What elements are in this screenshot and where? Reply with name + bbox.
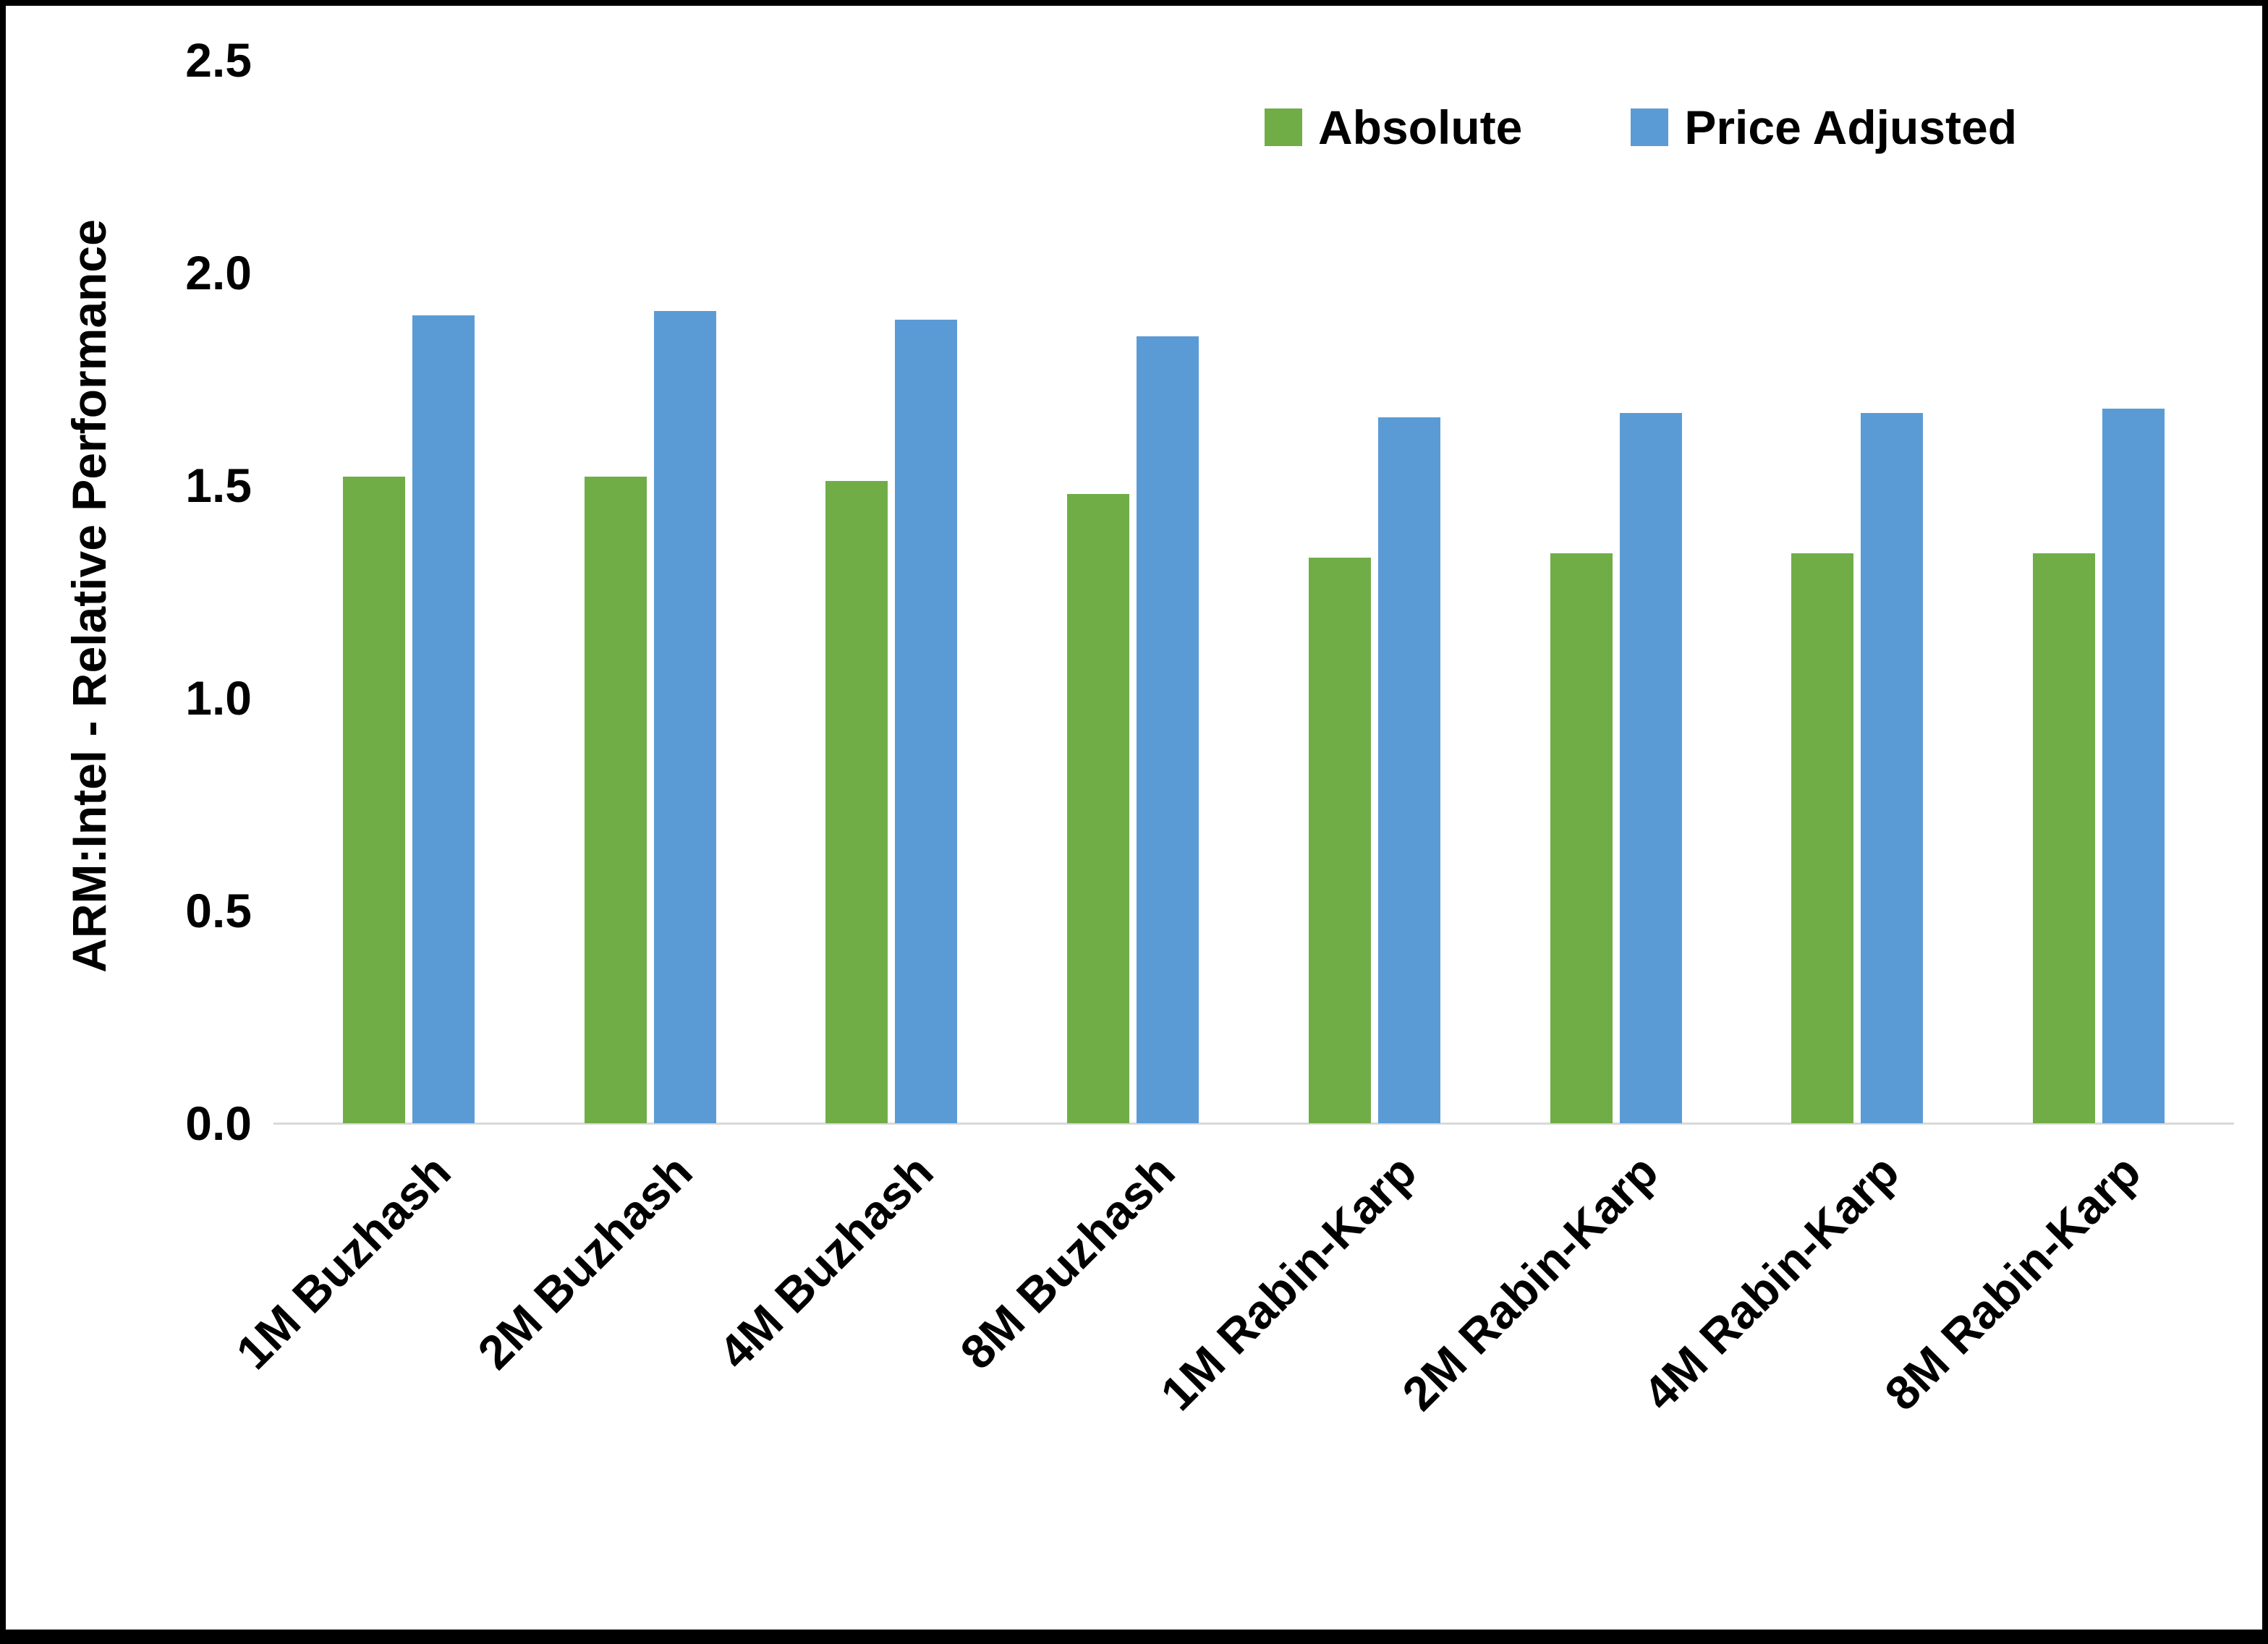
legend-item-price-adjusted: Price Adjusted	[1631, 100, 2017, 155]
x-tick-label-1m-buzhash: 1M Buzhash	[225, 1144, 461, 1379]
bar-price-adjusted-1m-rabin-karp	[1377, 417, 1440, 1123]
x-tick-label-1m-rabin-karp: 1M Rabin-Karp	[1150, 1144, 1427, 1421]
legend-swatch-absolute	[1265, 108, 1302, 146]
bar-absolute-4m-buzhash	[825, 481, 888, 1123]
bar-absolute-8m-buzhash	[1067, 493, 1130, 1123]
bar-absolute-2m-rabin-karp	[1550, 553, 1613, 1123]
legend-label-price-adjusted: Price Adjusted	[1684, 101, 2018, 154]
y-tick-label: 1.5	[185, 459, 252, 512]
y-tick-label: 0.5	[185, 884, 252, 937]
y-tick-label: 0.0	[185, 1096, 252, 1150]
bar-price-adjusted-8m-buzhash	[1137, 336, 1199, 1123]
x-tick-label-2m-rabin-karp: 2M Rabin-Karp	[1391, 1144, 1668, 1421]
bar-price-adjusted-4m-buzhash	[895, 319, 958, 1123]
x-tick-label-4m-buzhash: 4M Buzhash	[708, 1144, 943, 1379]
legend-item-absolute: Absolute	[1265, 100, 1522, 155]
bar-absolute-1m-buzhash	[342, 477, 405, 1123]
bar-price-adjusted-4m-rabin-karp	[1861, 413, 1924, 1123]
y-tick-label: 2.5	[185, 33, 252, 87]
bar-absolute-2m-buzhash	[584, 477, 647, 1123]
x-tick-label-8m-rabin-karp: 8M Rabin-Karp	[1874, 1144, 2151, 1421]
legend-swatch-price-adjusted	[1631, 108, 1669, 146]
y-tick-label: 1.0	[185, 671, 252, 725]
x-axis-line	[273, 1123, 2234, 1125]
x-tick-label-2m-buzhash: 2M Buzhash	[467, 1144, 702, 1379]
x-tick-label-4m-rabin-karp: 4M Rabin-Karp	[1633, 1144, 1909, 1421]
bar-absolute-4m-rabin-karp	[1791, 553, 1854, 1123]
bar-absolute-8m-rabin-karp	[2033, 553, 2096, 1123]
legend-label-absolute: Absolute	[1318, 101, 1523, 154]
plot-area	[273, 60, 2234, 1125]
bar-price-adjusted-8m-rabin-karp	[2102, 409, 2165, 1123]
legend: Absolute Price Adjusted	[1265, 100, 2017, 155]
x-tick-label-8m-buzhash: 8M Buzhash	[950, 1144, 1185, 1379]
bar-price-adjusted-2m-buzhash	[653, 310, 716, 1123]
bar-price-adjusted-2m-rabin-karp	[1619, 413, 1682, 1123]
y-tick-label: 2.0	[185, 246, 252, 299]
bar-absolute-1m-rabin-karp	[1308, 557, 1371, 1123]
bar-price-adjusted-1m-buzhash	[412, 315, 475, 1123]
